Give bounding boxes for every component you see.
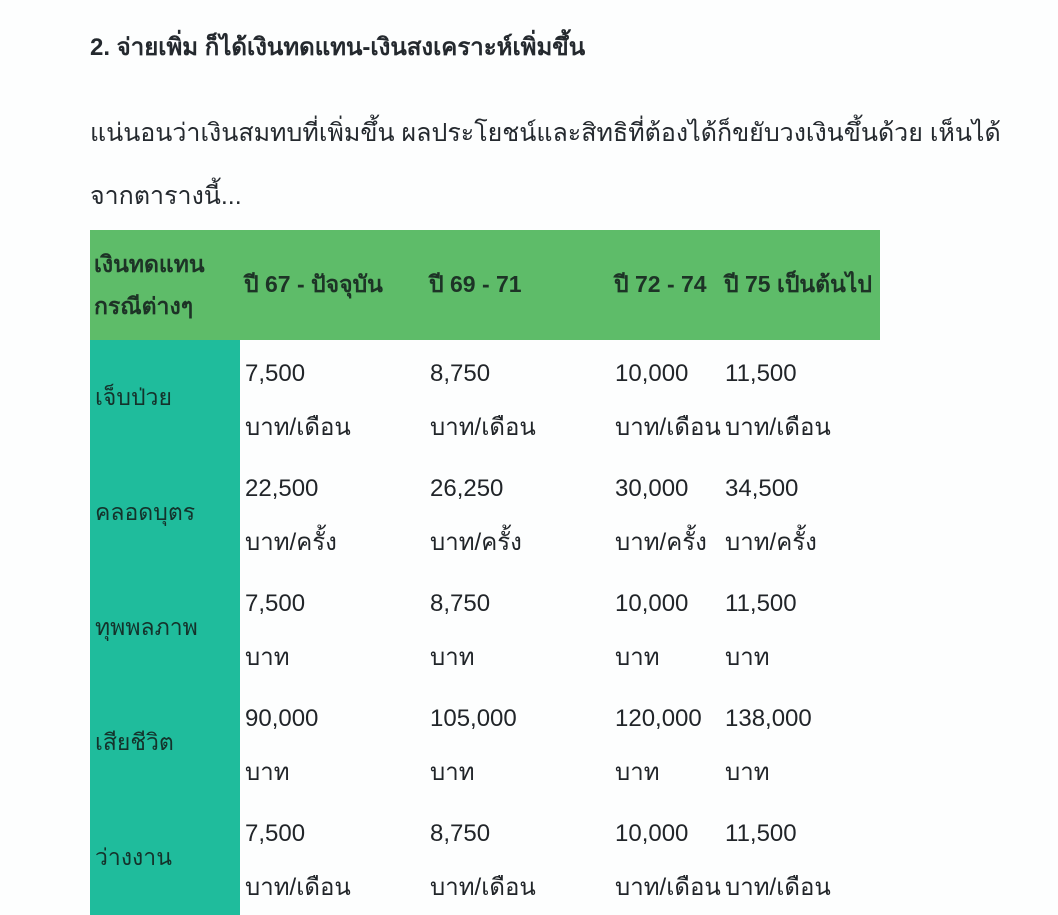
data-cell: 8,750 บาท — [425, 570, 610, 685]
header-cell-period-72-74: ปี 72 - 74 — [610, 230, 720, 340]
amount-value: 30,000 — [615, 475, 689, 502]
amount-value: 7,500 — [245, 590, 306, 617]
amount-value: 26,250 — [430, 475, 504, 502]
amount-unit: บาท — [615, 759, 660, 786]
amount-unit: บาท — [245, 644, 290, 671]
amount-unit: บาท/ครั้ง — [245, 529, 337, 556]
amount-unit: บาท — [725, 644, 770, 671]
table-row-sickness: เจ็บป่วย 7,500 บาท/เดือน 8,750 บาท/เดือน… — [90, 340, 880, 455]
table-row-unemployment: ว่างงาน 7,500 บาท/เดือน 8,750 บาท/เดือน … — [90, 800, 880, 915]
data-cell: 10,000 บาท/เดือน — [610, 800, 721, 915]
amount-unit: บาท — [430, 644, 475, 671]
data-cell: 90,000 บาท — [240, 685, 425, 800]
amount-unit: บาท/เดือน — [615, 414, 721, 441]
data-cell: 120,000 บาท — [610, 685, 720, 800]
header-cell-period-67-now: ปี 67 - ปัจจุบัน — [240, 230, 425, 340]
row-label-death: เสียชีวิต — [90, 685, 240, 800]
amount-unit: บาท — [615, 644, 660, 671]
amount-unit: บาท/เดือน — [245, 874, 351, 901]
amount-unit: บาท — [430, 759, 475, 786]
amount-value: 8,750 — [430, 590, 491, 617]
amount-value: 8,750 — [430, 360, 491, 387]
amount-unit: บาท/เดือน — [725, 874, 831, 901]
intro-paragraph-line-1: แน่นอนว่าเงินสมทบที่เพิ่มขึ้น ผลประโยชน์… — [90, 119, 1001, 147]
header-cell-cases: เงินทดแทนกรณีต่างๆ — [90, 230, 240, 340]
amount-unit: บาท/เดือน — [245, 414, 351, 441]
data-cell: 11,500 บาท/เดือน — [720, 340, 880, 455]
data-cell: 34,500 บาท/ครั้ง — [720, 455, 880, 570]
amount-value: 120,000 — [615, 705, 702, 732]
data-cell: 11,500 บาท — [720, 570, 880, 685]
table-row-death: เสียชีวิต 90,000 บาท 105,000 บาท 120,000… — [90, 685, 880, 800]
data-cell: 30,000 บาท/ครั้ง — [610, 455, 720, 570]
amount-value: 7,500 — [245, 820, 306, 847]
data-cell: 8,750 บาท/เดือน — [425, 340, 610, 455]
data-cell: 7,500 บาท — [240, 570, 425, 685]
data-cell: 26,250 บาท/ครั้ง — [425, 455, 610, 570]
amount-unit: บาท — [245, 759, 290, 786]
amount-value: 11,500 — [725, 360, 797, 387]
amount-value: 10,000 — [615, 360, 689, 387]
row-label-childbirth: คลอดบุตร — [90, 455, 240, 570]
table-header-row: เงินทดแทนกรณีต่างๆ ปี 67 - ปัจจุบัน ปี 6… — [90, 230, 880, 340]
amount-unit: บาท/ครั้ง — [615, 529, 707, 556]
data-cell: 7,500 บาท/เดือน — [240, 340, 425, 455]
amount-unit: บาท/ครั้ง — [725, 529, 817, 556]
amount-value: 11,500 — [725, 820, 797, 847]
data-cell: 10,000 บาท/เดือน — [610, 340, 721, 455]
amount-value: 90,000 — [245, 705, 319, 732]
amount-value: 10,000 — [615, 590, 689, 617]
row-label-sickness: เจ็บป่วย — [90, 340, 240, 455]
intro-paragraph: แน่นอนว่าเงินสมทบที่เพิ่มขึ้น ผลประโยชน์… — [90, 102, 1001, 228]
amount-value: 11,500 — [725, 590, 797, 617]
amount-value: 7,500 — [245, 360, 306, 387]
header-cell-period-69-71: ปี 69 - 71 — [425, 230, 610, 340]
article-screenshot: { "page": { "heading": "2. จ่ายเพิ่ม ก็ไ… — [90, 34, 1001, 915]
amount-value: 105,000 — [430, 705, 517, 732]
amount-value: 8,750 — [430, 820, 491, 847]
header-cell-period-75-onward: ปี 75 เป็นต้นไป — [720, 230, 880, 340]
amount-unit: บาท/เดือน — [725, 414, 831, 441]
amount-unit: บาท — [725, 759, 770, 786]
amount-unit: บาท/เดือน — [615, 874, 721, 901]
amount-unit: บาท/เดือน — [430, 414, 536, 441]
amount-value: 138,000 — [725, 705, 812, 732]
table-row-childbirth: คลอดบุตร 22,500 บาท/ครั้ง 26,250 บาท/ครั… — [90, 455, 880, 570]
amount-value: 22,500 — [245, 475, 319, 502]
data-cell: 105,000 บาท — [425, 685, 610, 800]
amount-unit: บาท/เดือน — [430, 874, 536, 901]
amount-value: 10,000 — [615, 820, 689, 847]
row-label-unemployment: ว่างงาน — [90, 800, 240, 915]
compensation-table: เงินทดแทนกรณีต่างๆ ปี 67 - ปัจจุบัน ปี 6… — [90, 230, 880, 915]
data-cell: 10,000 บาท — [610, 570, 720, 685]
amount-unit: บาท/ครั้ง — [430, 529, 522, 556]
data-cell: 11,500 บาท/เดือน — [720, 800, 880, 915]
section-heading: 2. จ่ายเพิ่ม ก็ได้เงินทดแทน-เงินสงเคราะห… — [90, 34, 586, 61]
amount-value: 34,500 — [725, 475, 799, 502]
table-row-disability: ทุพพลภาพ 7,500 บาท 8,750 บาท 10,000 บาท … — [90, 570, 880, 685]
row-label-disability: ทุพพลภาพ — [90, 570, 240, 685]
data-cell: 22,500 บาท/ครั้ง — [240, 455, 425, 570]
intro-paragraph-line-2: จากตารางนี้... — [90, 182, 242, 210]
data-cell: 7,500 บาท/เดือน — [240, 800, 425, 915]
data-cell: 138,000 บาท — [720, 685, 880, 800]
data-cell: 8,750 บาท/เดือน — [425, 800, 610, 915]
